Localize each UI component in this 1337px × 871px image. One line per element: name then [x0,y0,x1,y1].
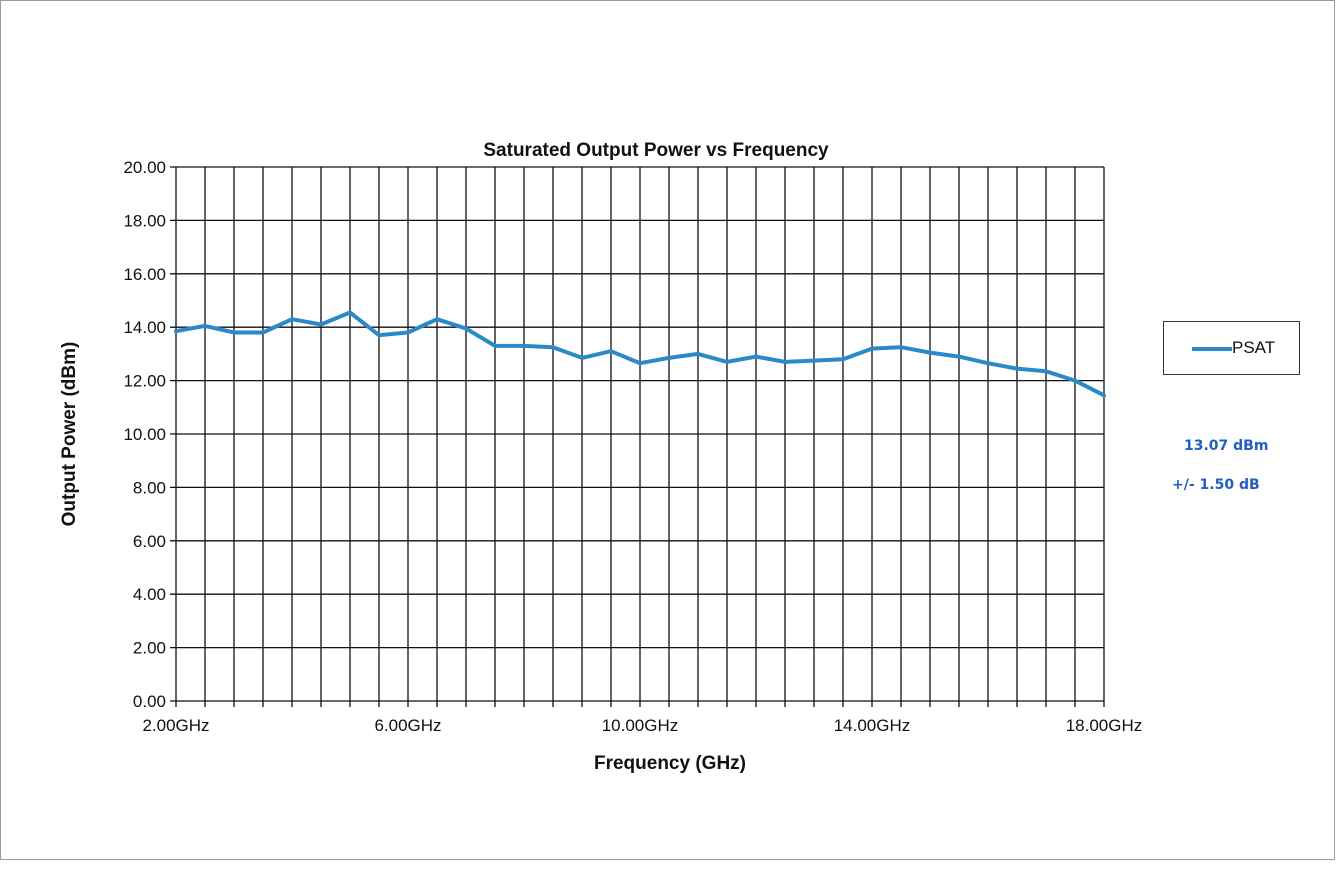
grid-layer [170,166,1105,707]
chart-title: Saturated Output Power vs Frequency [483,140,829,161]
y-tick-label: 4.00 [133,585,166,604]
y-axis-title: Output Power (dBm) [59,342,80,527]
psat-tolerance-note: +/- 1.50 dB [1172,477,1260,493]
legend-psat-label: PSAT [1232,338,1276,357]
x-tick-label: 6.00GHz [374,716,441,735]
x-tick-label: 2.00GHz [142,716,209,735]
x-tick-label: 18.00GHz [1066,716,1143,735]
psat-average-note: 13.07 dBm [1184,438,1269,454]
y-tick-label: 18.00 [123,211,166,230]
series-layer [174,310,1106,398]
y-tick-label: 10.00 [123,425,166,444]
x-tick-labels: 2.00GHz 6.00GHz 10.00GHz 14.00GHz 18.00GHz [142,716,1142,735]
legend: PSAT [1163,321,1300,375]
legend-psat-swatch [1192,347,1232,351]
y-tick-label: 0.00 [133,692,166,711]
y-tick-label: 20.00 [123,158,166,177]
y-tick-label: 14.00 [123,318,166,337]
x-tick-label: 14.00GHz [834,716,911,735]
x-tick-label: 10.00GHz [602,716,679,735]
y-tick-labels: 0.00 2.00 4.00 6.00 8.00 10.00 12.00 14.00 16.00… [123,158,166,711]
y-tick-label: 2.00 [133,639,166,658]
y-tick-label: 16.00 [123,265,166,284]
x-axis-title: Frequency (GHz) [594,753,746,774]
y-tick-label: 8.00 [133,478,166,497]
y-tick-label: 6.00 [133,532,166,551]
y-tick-label: 12.00 [123,372,166,391]
